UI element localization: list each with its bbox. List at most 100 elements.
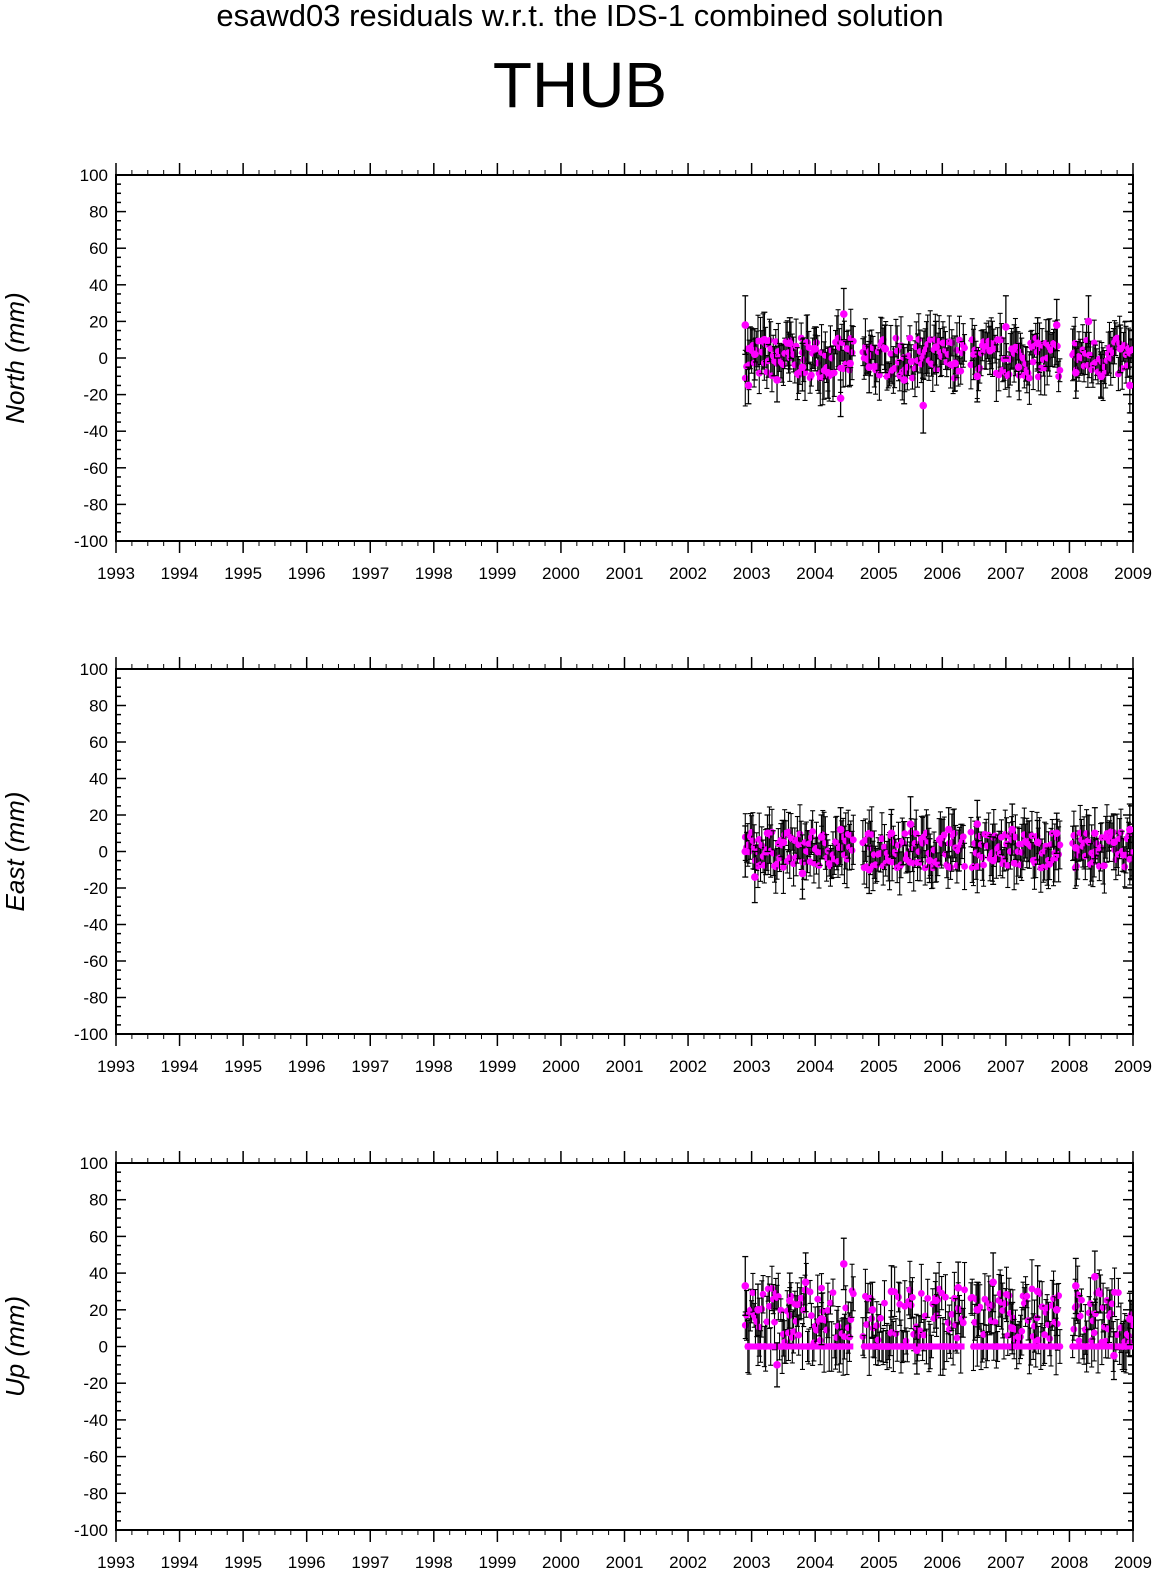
x-tick-label: 2003 xyxy=(733,564,771,583)
y-tick-label: 40 xyxy=(89,1264,108,1283)
data-point xyxy=(1034,373,1042,381)
data-point xyxy=(1128,346,1133,354)
data-point xyxy=(942,1293,949,1301)
x-tick-label: 2008 xyxy=(1051,1057,1089,1076)
y-tick-label: 20 xyxy=(89,1301,108,1320)
x-tick-label: 1999 xyxy=(478,564,516,583)
x-tick-label: 1995 xyxy=(224,564,262,583)
data-point xyxy=(773,1361,781,1369)
data-point xyxy=(1004,862,1012,869)
x-tick-label: 1996 xyxy=(288,1057,326,1076)
data-point xyxy=(973,372,982,381)
data-point xyxy=(944,825,953,834)
data-point xyxy=(1126,381,1133,390)
data-point xyxy=(811,345,819,353)
data-point xyxy=(951,359,959,368)
data-point xyxy=(780,864,787,871)
data-point xyxy=(881,1299,888,1307)
data-point xyxy=(957,367,965,375)
x-tick-label: 1993 xyxy=(97,1553,135,1572)
x-tick-label: 2003 xyxy=(733,1057,771,1076)
data-point xyxy=(790,1328,797,1335)
data-point xyxy=(865,865,874,874)
y-tick-label: -100 xyxy=(74,1521,108,1540)
data-point xyxy=(755,369,763,377)
data-point xyxy=(1017,1333,1024,1341)
y-tick-label: -80 xyxy=(83,1484,108,1503)
data-point xyxy=(786,854,794,862)
panel-1: 100 80 60 40 20 0 -20 -40 -60 -80 -100 1993 1994 1995… xyxy=(0,163,1152,583)
plot-frame xyxy=(115,668,1134,1035)
data-point xyxy=(1126,1315,1133,1323)
data-point xyxy=(1090,1329,1098,1337)
data-point xyxy=(1114,1289,1122,1297)
data-point xyxy=(865,363,874,371)
panels: 100 80 60 40 20 0 -20 -40 -60 -80 -100 1993 1994 1995… xyxy=(0,163,1152,1572)
data-point xyxy=(954,1283,963,1292)
data-point xyxy=(847,1316,855,1324)
data-point xyxy=(849,337,857,345)
data-point xyxy=(773,376,781,384)
data-point xyxy=(874,1336,882,1344)
y-tick-label: -60 xyxy=(83,459,108,478)
x-tick-label: 2002 xyxy=(669,564,707,583)
data-point xyxy=(961,863,968,870)
x-tick-label: 2005 xyxy=(860,1057,898,1076)
data-point xyxy=(1008,1324,1017,1332)
data-point xyxy=(807,833,815,841)
data-point xyxy=(877,1314,885,1322)
data-point xyxy=(1033,1287,1042,1296)
panel-3: 100 80 60 40 20 0 -20 -40 -60 -80 -100 1993 1994 1995… xyxy=(0,1151,1152,1572)
x-tick-label: 1993 xyxy=(97,564,135,583)
data-point xyxy=(881,843,888,851)
data-point xyxy=(1110,838,1118,847)
y-tick-label: -60 xyxy=(83,952,108,971)
y-tick-label: 100 xyxy=(80,1154,108,1173)
data-point xyxy=(741,847,750,856)
x-tick-label: 2000 xyxy=(542,1057,580,1076)
y-tick-label: 60 xyxy=(89,1227,108,1246)
data-point xyxy=(999,1307,1007,1314)
data-point xyxy=(741,374,749,382)
data-point xyxy=(1110,1351,1118,1360)
x-tick-label: 2005 xyxy=(860,564,898,583)
data-point xyxy=(1091,1272,1099,1281)
x-tick-label: 2007 xyxy=(987,1553,1025,1572)
x-tick-label: 1996 xyxy=(288,1553,326,1572)
data-point xyxy=(797,1294,805,1302)
data-layer xyxy=(741,287,1133,434)
data-point xyxy=(901,830,909,838)
data-point xyxy=(1012,833,1019,841)
data-point xyxy=(779,838,788,847)
data-point xyxy=(849,836,857,844)
x-tick-label: 1997 xyxy=(351,1553,389,1572)
data-point xyxy=(961,1286,968,1294)
data-point xyxy=(1033,1314,1041,1322)
data-point xyxy=(868,831,876,838)
data-point xyxy=(907,1301,915,1309)
data-point xyxy=(932,1296,940,1305)
y-tick-label: 0 xyxy=(99,843,108,862)
data-point xyxy=(903,363,911,371)
x-tick-label: 1994 xyxy=(161,1057,199,1076)
x-tick-label: 1993 xyxy=(97,1057,135,1076)
data-point xyxy=(1008,825,1017,834)
data-point xyxy=(873,1322,881,1329)
data-point xyxy=(920,1331,928,1339)
data-point xyxy=(1001,1300,1009,1308)
data-point xyxy=(785,339,794,348)
x-tick-label: 2007 xyxy=(987,1057,1025,1076)
data-point xyxy=(913,1346,921,1354)
data-point xyxy=(925,856,934,865)
y-tick-label: -100 xyxy=(74,532,108,551)
data-point xyxy=(1033,838,1042,847)
data-point xyxy=(1092,1310,1099,1318)
data-point xyxy=(887,829,896,838)
data-point xyxy=(1038,1303,1046,1311)
y-tick-label: -20 xyxy=(83,879,108,898)
data-layer xyxy=(741,1237,1133,1388)
data-point xyxy=(934,860,942,868)
data-point xyxy=(1019,354,1027,362)
x-tick-label: 2001 xyxy=(606,1553,644,1572)
data-point xyxy=(859,1333,867,1340)
